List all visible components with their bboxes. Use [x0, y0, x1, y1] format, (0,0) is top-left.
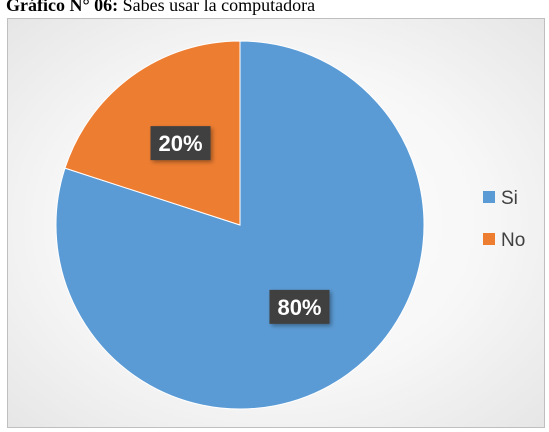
data-label-text: 20% [158, 131, 202, 156]
data-label-box [269, 289, 330, 324]
data-label-no: 20% [150, 126, 211, 161]
legend-label-si: Si [501, 188, 518, 209]
legend-swatch-si [483, 191, 495, 203]
data-label-box [150, 126, 211, 161]
data-label-text: 80% [277, 295, 321, 320]
legend-label-no: No [501, 230, 525, 251]
legend-swatch-no [483, 233, 495, 245]
data-label-si: 80% [269, 289, 330, 324]
caption-label: Gráfico N° 06: [6, 0, 119, 15]
legend: Si No [483, 188, 525, 251]
pie-slices [55, 40, 425, 410]
pie-slice-si [55, 40, 425, 410]
caption-text: Sabes usar la computadora [118, 0, 316, 15]
data-labels: 80% 20% [150, 126, 330, 324]
chart-caption: Gráfico N° 06: Sabes usar la computadora [6, 0, 315, 16]
